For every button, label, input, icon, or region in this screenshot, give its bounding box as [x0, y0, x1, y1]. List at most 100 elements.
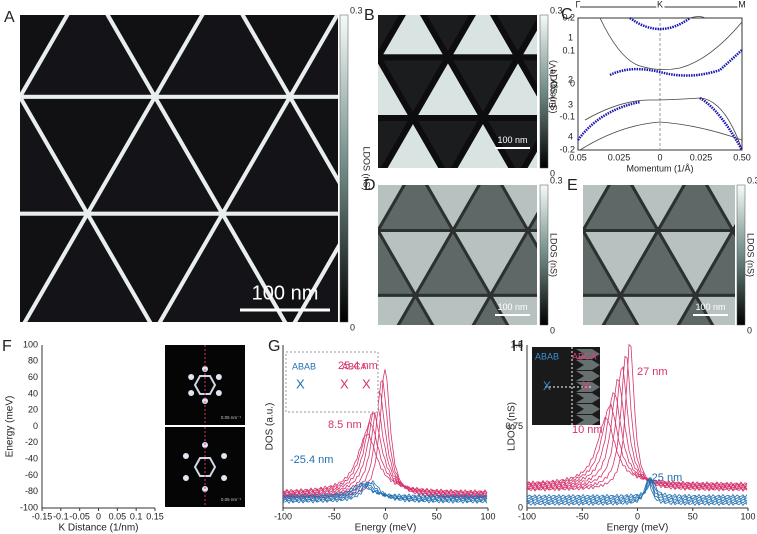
x-tick-label: -100: [274, 511, 292, 521]
spectrum: [282, 433, 488, 494]
y-tick-label: 100: [23, 339, 38, 349]
domain: [471, 292, 510, 325]
y-tick-label: 0.75: [505, 421, 523, 431]
marker: X: [340, 376, 349, 391]
scale-bar-label: 100 nm: [497, 135, 527, 145]
inset-scale: 0.05 nm⁻¹: [221, 415, 242, 420]
marker: X: [296, 376, 305, 391]
inset-zigzag: [576, 415, 600, 425]
fft-hex: [193, 375, 217, 395]
y-tick-label: -80: [25, 486, 38, 496]
x-tick-label: -0.1: [53, 511, 69, 521]
domain: [500, 185, 537, 234]
domain: [20, 331, 155, 448]
x-tick-label: 0.50: [733, 152, 751, 162]
colorbar-label: LDOS (nS): [549, 233, 559, 277]
marker: X: [362, 376, 371, 391]
domain: [588, 0, 658, 57]
band: [689, 16, 706, 19]
spectrum: [526, 343, 748, 492]
colorbar-min: 0: [350, 322, 355, 332]
y-tick-label: 0: [570, 78, 575, 88]
colorbar-min: 0: [747, 325, 752, 335]
spectrum: [526, 478, 748, 507]
y-tick-label: 40: [28, 388, 38, 398]
domain: [588, 57, 658, 118]
spectrum: [282, 480, 488, 501]
domain: [623, 57, 693, 118]
colorbar-max: 0.3: [550, 5, 563, 15]
y-tick-label: -100: [20, 502, 38, 512]
y-tick-label: -40: [25, 453, 38, 463]
axis-label: Energy (meV): [5, 396, 16, 458]
domain: [525, 228, 537, 250]
band: [576, 100, 641, 141]
fft-spot: [182, 453, 189, 459]
fft-spot: [188, 390, 195, 396]
axis-label: Energy (eV): [547, 60, 557, 108]
domain: [520, 139, 537, 168]
y-tick-label: -20: [25, 437, 38, 447]
panel-letter: F: [2, 338, 12, 355]
domain: [396, 292, 435, 325]
fft-spot: [215, 374, 222, 380]
x-tick-label: 0.15: [146, 511, 164, 521]
colorbar-min: 0: [550, 168, 555, 178]
colorbar-label: LDOS (nS): [549, 69, 559, 113]
y-tick-label: 0: [518, 502, 523, 512]
fft-spot: [215, 390, 222, 396]
domain: [676, 292, 715, 325]
band: [629, 16, 691, 31]
scale-bar-label: 100 nm: [252, 282, 319, 304]
x-tick-label: -100: [518, 511, 536, 521]
axis-label: Momentum (1/Å): [626, 163, 693, 173]
spectrum: [526, 479, 748, 503]
stm-image: [583, 185, 757, 425]
stm-image: [0, 15, 338, 448]
fft-hex: [193, 457, 217, 477]
domain: [0, 214, 20, 331]
colorbar-min: 0: [550, 325, 555, 335]
axis-label: K Distance (1/nm): [58, 523, 138, 534]
annotation: -25 nm: [648, 472, 682, 484]
x-tick-label: -50: [328, 511, 341, 521]
domain: [416, 360, 491, 425]
stacking-label: ABCA: [342, 361, 367, 371]
x-tick-label: 0.025: [608, 152, 631, 162]
x-tick-label: -50: [576, 511, 589, 521]
scale-bar-label: 100 nm: [695, 302, 725, 312]
domain: [617, 293, 699, 325]
domain: [553, 57, 623, 118]
fft-spot: [221, 475, 228, 481]
spectrum: [526, 477, 748, 505]
marker: X: [582, 379, 590, 393]
spectrum: [526, 392, 748, 488]
panel-letter: G: [268, 338, 280, 355]
domain: [412, 293, 494, 325]
annotation: -25.4 nm: [290, 454, 333, 466]
annotation: 10 nm: [572, 424, 603, 436]
fft-spot: [221, 453, 228, 459]
axis-label: Energy (meV): [355, 523, 417, 534]
stacking-label: ABAB: [292, 361, 316, 371]
colorbar-max: 0.3: [550, 175, 563, 185]
domain: [658, 57, 728, 118]
domain: [733, 360, 757, 425]
y-tick-label: 1.5: [510, 339, 523, 349]
domain: [692, 293, 735, 325]
spectrum: [282, 379, 488, 499]
panel-letter: C: [561, 6, 573, 23]
y-tick-label: 0.2: [562, 12, 575, 22]
inset-scale: 0.05 nm⁻¹: [221, 497, 242, 502]
inset-box: [285, 351, 379, 413]
colorbar: [539, 14, 549, 169]
spectrum: [282, 482, 488, 500]
stm-image: [378, 185, 537, 425]
stacking-label: ABCA: [572, 351, 597, 361]
y-tick-label: 0: [33, 421, 38, 431]
domain: [286, 94, 338, 184]
panel-letter: H: [512, 338, 524, 355]
x-tick-label: 50: [688, 511, 698, 521]
domain: [525, 211, 537, 232]
